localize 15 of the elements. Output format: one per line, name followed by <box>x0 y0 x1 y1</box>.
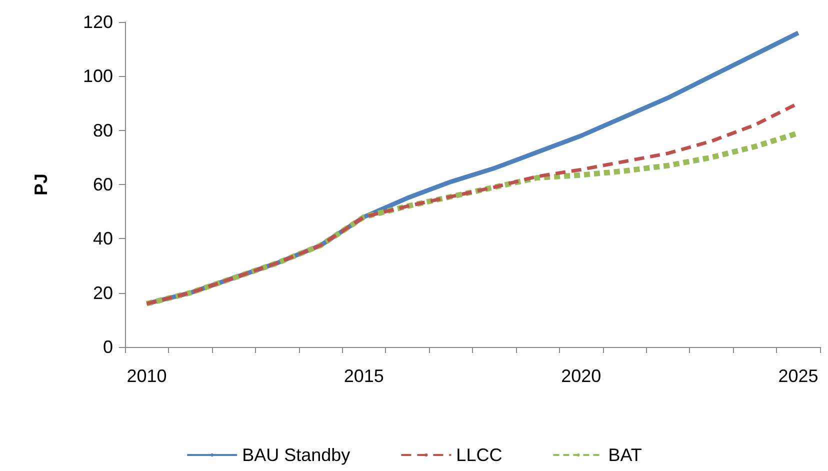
y-tick-label: 60 <box>92 174 113 194</box>
x-tick-label: 2015 <box>344 366 384 386</box>
x-tick-label: 2025 <box>778 366 818 386</box>
x-tick-label: 2010 <box>126 366 167 386</box>
legend-label: BAU Standby <box>242 445 350 465</box>
y-axis-title: PJ <box>31 173 51 196</box>
y-tick-label: 40 <box>92 228 113 249</box>
y-tick-label: 100 <box>82 66 113 86</box>
y-tick-label: 0 <box>102 337 113 357</box>
x-tick-label: 2020 <box>561 366 602 386</box>
y-tick-label: 20 <box>92 282 113 303</box>
legend-label: LLCC <box>456 445 502 465</box>
y-tick-label: 80 <box>92 120 113 140</box>
legend-label: BAT <box>608 445 642 465</box>
y-tick-label: 120 <box>82 12 113 32</box>
